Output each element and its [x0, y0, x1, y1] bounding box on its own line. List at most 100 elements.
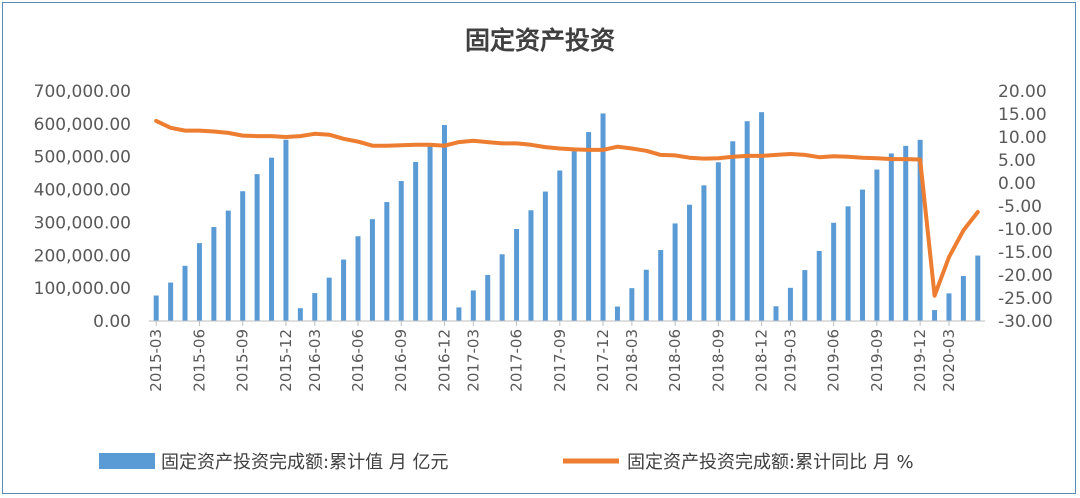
x-tick-label: 2019-09 [868, 329, 886, 392]
bar [369, 219, 375, 321]
x-tick-label: 2018-12 [753, 329, 771, 392]
bar [456, 307, 462, 321]
line-point [688, 156, 692, 160]
line-point [169, 126, 173, 130]
right-tick-label: 5.00 [998, 151, 1036, 171]
line-point [587, 148, 591, 152]
bar [730, 141, 736, 321]
bar [960, 276, 966, 321]
line-point [572, 147, 576, 151]
line-point [803, 153, 807, 157]
x-tick-label: 2017-03 [464, 329, 482, 392]
line-path [154, 118, 980, 298]
bar [658, 250, 664, 321]
legend-bar-swatch [99, 453, 155, 469]
line-point [529, 143, 533, 147]
right-tick-label: -5.00 [998, 197, 1042, 217]
x-tick-label: 2015-03 [147, 329, 165, 392]
line-point [601, 148, 605, 152]
right-tick-label: -15.00 [998, 243, 1053, 263]
right-tick-label: -20.00 [998, 266, 1053, 286]
bar [514, 229, 520, 321]
left-tick-label: 600,000.00 [34, 115, 131, 135]
line-point [918, 158, 922, 162]
left-tick-label: 100,000.00 [34, 279, 131, 299]
line-point [255, 134, 259, 138]
left-tick-label: 300,000.00 [34, 213, 131, 233]
line-point [385, 144, 389, 148]
bar [946, 293, 952, 321]
x-tick-label: 2020-03 [940, 329, 958, 392]
x-tick-label: 2019-03 [781, 329, 799, 392]
bar [845, 206, 851, 321]
bar [773, 306, 779, 321]
bar [672, 223, 678, 321]
bar [240, 191, 246, 321]
bar [269, 157, 275, 321]
bar [470, 290, 476, 321]
left-tick-label: 500,000.00 [34, 148, 131, 168]
x-tick-label: 2017-12 [594, 329, 612, 392]
bar [744, 121, 750, 321]
legend-bar-label: 固定资产投资完成额:累计值 月 亿元 [161, 452, 449, 473]
gridlines [149, 90, 985, 322]
line-point [298, 134, 302, 138]
bar [326, 277, 332, 321]
right-tick-label: 20.00 [998, 82, 1047, 102]
line-point [327, 133, 331, 137]
bar [917, 139, 923, 321]
bar [614, 306, 620, 321]
x-tick-label: 2016-03 [306, 329, 324, 392]
bar [557, 170, 563, 321]
bar [384, 202, 390, 321]
line-point [659, 153, 663, 157]
line-point [558, 147, 562, 150]
bar [888, 153, 894, 321]
right-tick-label: 15.00 [998, 105, 1047, 125]
bar [355, 236, 361, 321]
left-tick-label: 200,000.00 [34, 246, 131, 266]
bar [211, 227, 217, 321]
x-tick-label: 2016-09 [392, 329, 410, 392]
x-tick-label: 2016-12 [435, 329, 453, 392]
line-point [788, 152, 792, 156]
line-point [947, 255, 951, 259]
x-tick-label: 2018-03 [623, 329, 641, 392]
bar [168, 282, 174, 321]
bar [629, 288, 635, 321]
right-tick-label: -30.00 [998, 312, 1053, 332]
line-point [832, 154, 836, 158]
line-point [889, 157, 893, 161]
line-point [846, 155, 850, 159]
line-point [399, 143, 403, 147]
line-point [500, 141, 504, 145]
bar [874, 169, 880, 321]
left-tick-label: 700,000.00 [34, 82, 131, 102]
bar [715, 162, 721, 321]
bar [600, 113, 606, 321]
line-point [442, 144, 446, 148]
bar [859, 189, 865, 321]
line-point [774, 153, 778, 157]
bar-series [153, 112, 981, 322]
line-point [471, 139, 475, 143]
line-point [212, 129, 216, 133]
legend-line-label: 固定资产投资完成额:累计同比 月 % [627, 452, 914, 473]
bar [903, 145, 909, 321]
line-point [226, 131, 230, 135]
line-point [875, 156, 879, 160]
bar [225, 210, 231, 321]
legend: 固定资产投资完成额:累计值 月 亿元 固定资产投资完成额:累计同比 月 % [99, 452, 914, 473]
line-point [817, 155, 821, 159]
line-point [860, 156, 864, 160]
line-point [644, 149, 648, 153]
bar [759, 112, 765, 322]
line-point [615, 145, 619, 149]
line-point [241, 134, 245, 138]
line-point [904, 157, 908, 161]
x-tick-label: 2016-06 [349, 329, 367, 392]
bar [297, 308, 303, 321]
bar [787, 287, 793, 321]
line-point [731, 155, 735, 159]
bar [816, 251, 822, 321]
